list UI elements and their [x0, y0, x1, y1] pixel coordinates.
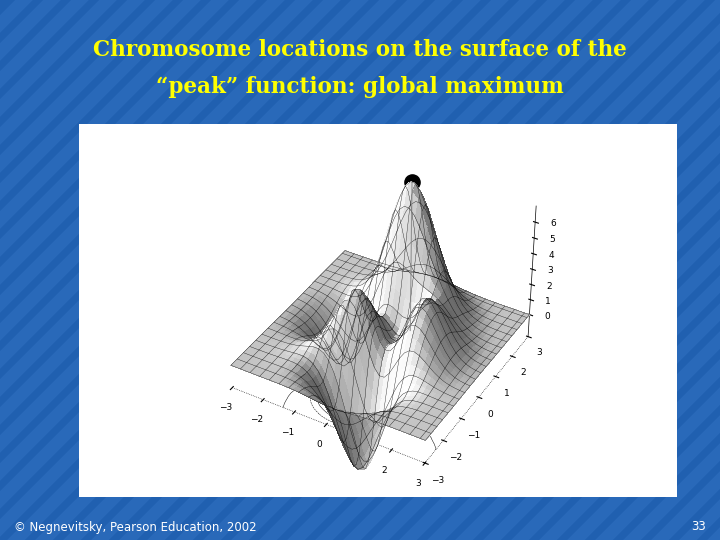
Bar	[79, 124, 677, 497]
Text: Chromosome locations on the surface of the: Chromosome locations on the surface of t…	[93, 39, 627, 61]
Text: “peak” function: global maximum: “peak” function: global maximum	[156, 76, 564, 98]
Text: 33: 33	[691, 521, 706, 534]
Text: © Negnevitsky, Pearson Education, 2002: © Negnevitsky, Pearson Education, 2002	[14, 521, 256, 534]
